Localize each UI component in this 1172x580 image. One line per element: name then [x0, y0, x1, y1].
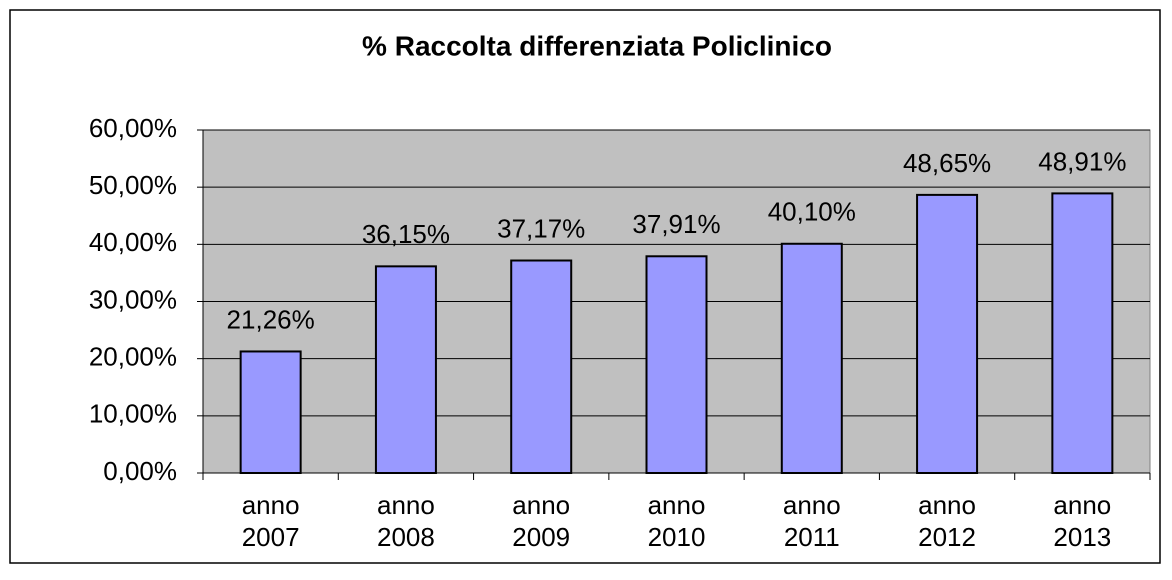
- data-label: 37,17%: [497, 213, 585, 243]
- bar: [239, 350, 302, 474]
- bar: [1051, 192, 1114, 474]
- x-tick-label: anno 2007: [241, 490, 300, 552]
- y-tick-label: 30,00%: [89, 284, 177, 314]
- y-tick-label: 40,00%: [89, 227, 177, 257]
- data-label: 40,10%: [768, 197, 856, 227]
- x-tick-label: anno 2010: [647, 490, 706, 552]
- y-tick-label: 10,00%: [89, 399, 177, 429]
- data-label: 48,91%: [1038, 146, 1126, 176]
- bar: [374, 265, 437, 474]
- bar: [780, 242, 843, 474]
- x-tick-label: anno 2011: [782, 490, 841, 552]
- x-tick-label: anno 2008: [377, 490, 435, 552]
- x-tick-label: anno 2012: [918, 490, 976, 552]
- data-label: 36,15%: [362, 219, 450, 249]
- data-label: 21,26%: [227, 304, 315, 334]
- y-tick-label: 50,00%: [89, 170, 177, 200]
- x-tick-label: anno 2013: [1053, 490, 1112, 552]
- y-tick-label: 0,00%: [103, 456, 177, 486]
- chart-title: % Raccolta differenziata Policlinico: [362, 30, 832, 61]
- x-tick-label: anno 2009: [512, 490, 571, 552]
- bar: [916, 193, 979, 475]
- data-label: 37,91%: [632, 209, 720, 239]
- y-tick-label: 20,00%: [89, 342, 177, 372]
- data-label: 48,65%: [903, 148, 991, 178]
- y-tick-label: 60,00%: [89, 113, 177, 143]
- bar: [510, 259, 573, 474]
- bar: [645, 255, 708, 474]
